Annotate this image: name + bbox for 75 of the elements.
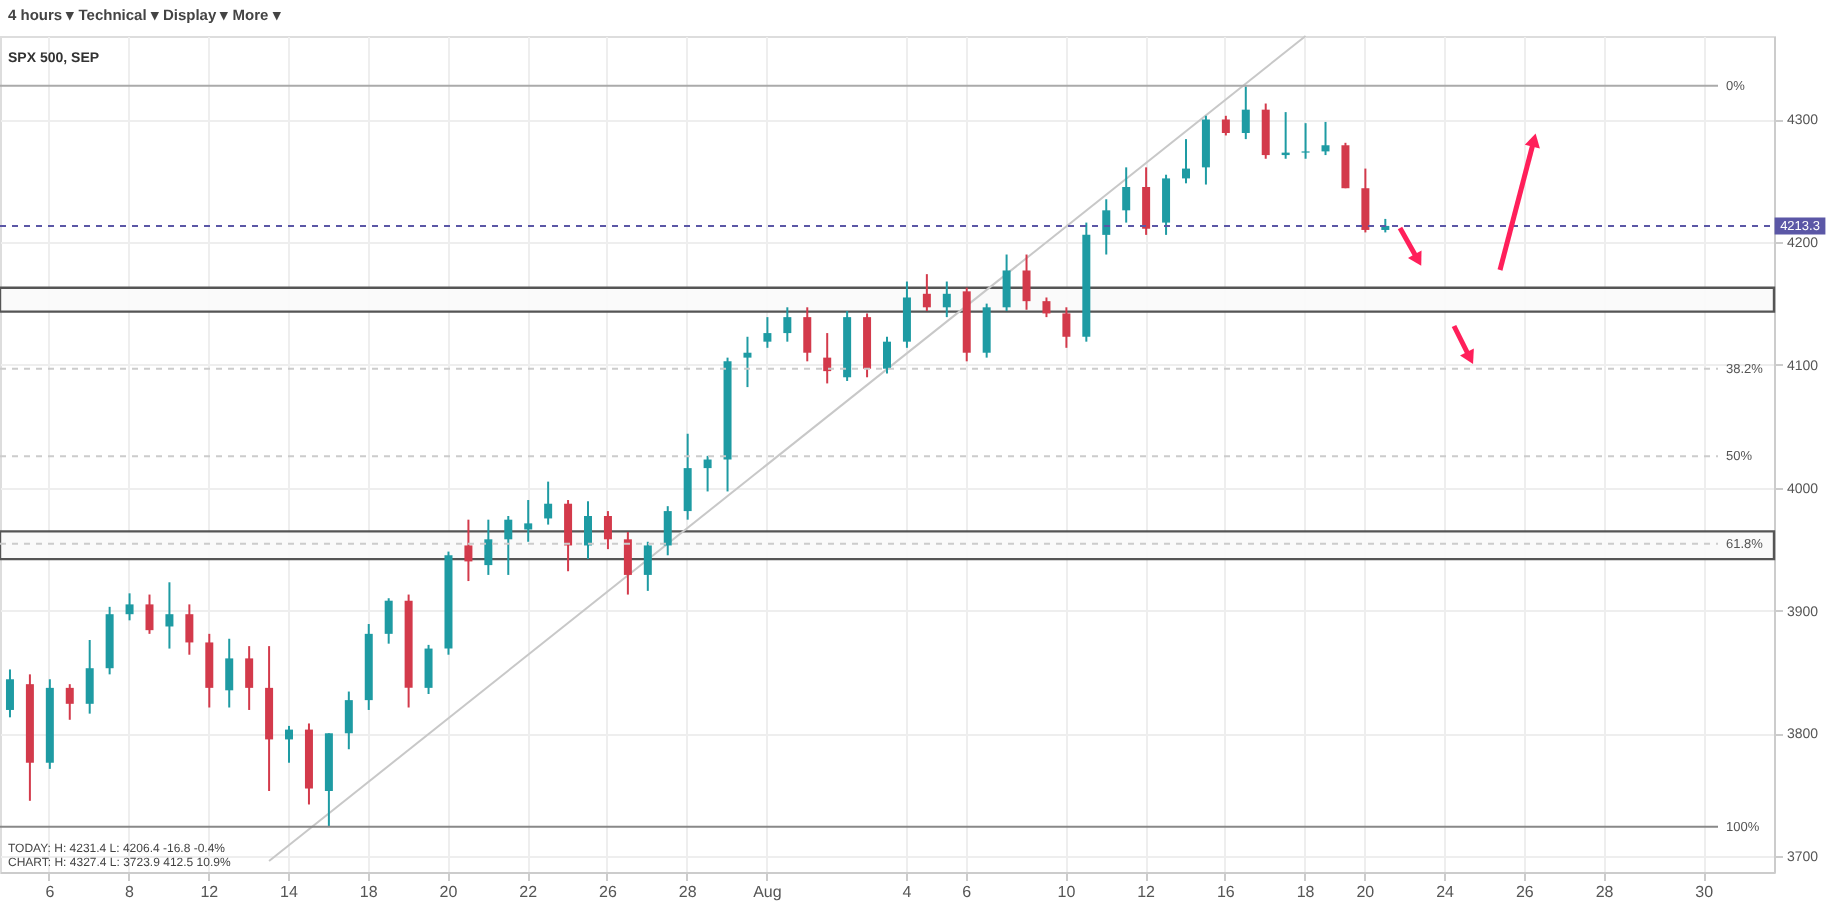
x-tick-label: 26 — [599, 883, 618, 901]
x-tick-label: 6 — [962, 883, 973, 901]
candlestick — [1201, 114, 1210, 186]
x-tick-label: 28 — [1595, 883, 1615, 901]
x-tick-label: 20 — [1356, 883, 1376, 901]
x-tick-label: 30 — [1695, 883, 1715, 901]
candlestick — [1241, 85, 1250, 141]
x-tick-label: 12 — [1137, 883, 1157, 901]
candlestick — [1361, 167, 1370, 234]
candlestick — [783, 306, 792, 343]
candlestick — [942, 280, 951, 319]
x-tick-label: 14 — [280, 883, 300, 901]
x-tick-label: 16 — [1216, 883, 1236, 901]
candlestick — [763, 316, 772, 349]
candlestick — [225, 637, 234, 709]
candlestick — [1162, 173, 1171, 236]
candlestick — [564, 499, 573, 573]
candlestick — [1102, 198, 1111, 256]
candlestick — [464, 518, 473, 583]
candlestick — [743, 335, 752, 389]
candlestick — [544, 480, 553, 526]
candlestick — [683, 432, 692, 521]
candlestick — [344, 690, 353, 751]
candlestick — [125, 592, 134, 622]
candlestick — [185, 603, 194, 656]
candlestick — [1142, 166, 1151, 236]
x-tick-label: 4 — [902, 883, 913, 901]
candlestick — [1062, 306, 1071, 349]
candlestick — [803, 306, 812, 363]
candlestick — [145, 593, 154, 635]
candlestick — [823, 332, 832, 385]
candlestick — [1042, 296, 1051, 319]
candlestick — [205, 632, 214, 709]
candlestick — [922, 273, 931, 312]
candlestick — [1221, 114, 1230, 137]
x-tick-label: 20 — [439, 883, 459, 901]
x-tick-label: 8 — [125, 883, 136, 901]
candlestick — [384, 597, 393, 645]
candlestick — [285, 724, 294, 764]
x-tick-label: 18 — [1296, 883, 1316, 901]
x-tick-label: 18 — [359, 883, 379, 901]
candlestick — [1002, 253, 1011, 312]
candlestick — [424, 643, 433, 695]
candlestick — [1181, 138, 1190, 185]
candlestick — [703, 454, 712, 493]
candlestick — [524, 499, 533, 543]
candlestick — [584, 500, 593, 560]
candlestick — [5, 668, 14, 719]
candlestick — [1321, 120, 1330, 157]
candlestick — [883, 335, 891, 375]
candlestick — [623, 530, 632, 596]
x-tick-label: 28 — [678, 883, 698, 901]
candlestick — [504, 514, 513, 576]
candlestick — [1341, 141, 1350, 190]
candlestick — [1122, 166, 1131, 224]
candlestick — [1022, 253, 1031, 311]
candlestick — [1261, 102, 1270, 160]
candlestick — [982, 302, 991, 359]
candlestick — [603, 510, 612, 551]
x-tick-label: 10 — [1057, 883, 1077, 901]
candlestick — [663, 505, 672, 557]
x-tick-label: Aug — [753, 883, 782, 901]
candlestick — [643, 540, 652, 592]
candlestick — [484, 518, 493, 576]
candlestick — [902, 280, 911, 349]
x-tick-label: 6 — [45, 883, 56, 901]
x-tick-label: 12 — [200, 883, 220, 901]
candlestick — [65, 683, 74, 721]
candlestick — [245, 645, 254, 711]
candlestick — [165, 581, 174, 650]
x-tick-label: 24 — [1436, 883, 1456, 901]
x-tick-label: 26 — [1515, 883, 1535, 901]
candlestick — [1301, 122, 1310, 160]
x-tick-label: 22 — [519, 883, 539, 901]
candlestick — [85, 638, 94, 715]
